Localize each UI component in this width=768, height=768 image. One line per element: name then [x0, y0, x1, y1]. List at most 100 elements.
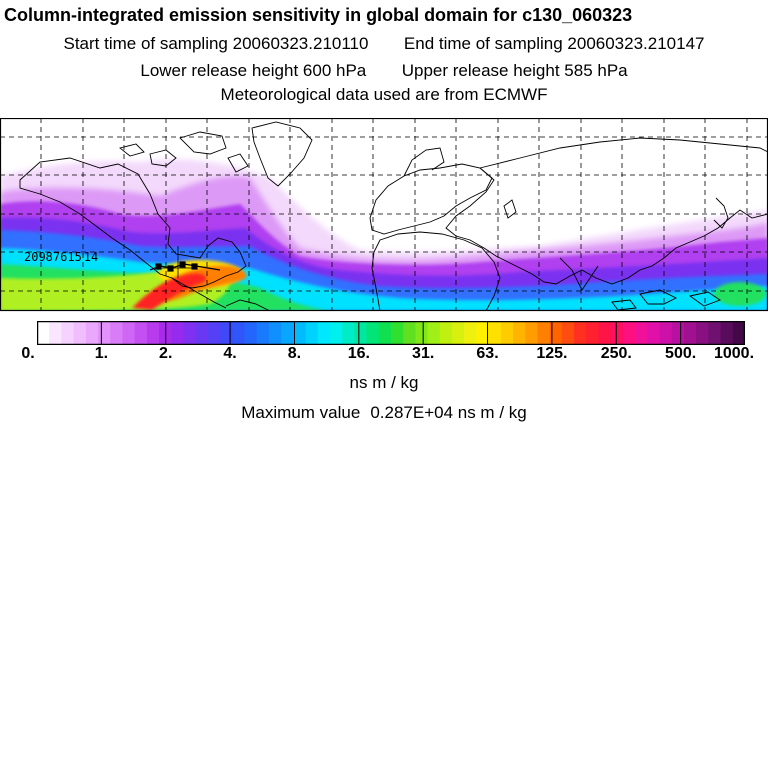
colorbar-cell — [574, 321, 587, 345]
colorbar-tick: 63. — [476, 345, 499, 362]
coast-arctic-islands — [119, 131, 249, 173]
colorbar-cells — [37, 321, 745, 345]
colorbar-cell — [354, 321, 368, 345]
colorbar-cell — [281, 321, 294, 345]
colorbar-cell — [452, 321, 465, 345]
colorbar-cell — [195, 321, 209, 345]
colorbar-cell — [537, 321, 551, 345]
colorbar-cell — [61, 321, 75, 345]
graticule — [0, 118, 768, 311]
colorbar-cell — [85, 321, 99, 345]
colorbar-tick: 0. — [21, 345, 35, 362]
colorbar-cell — [342, 321, 355, 345]
colorbar-units: ns m / kg — [349, 373, 419, 392]
colorbar-cell — [171, 321, 185, 345]
colorbar-cell — [73, 321, 87, 345]
colorbar-cell — [464, 321, 478, 345]
sampling-times: Start time of sampling 20060323.210110 E… — [0, 34, 768, 54]
colorbar-tick: 500. — [665, 345, 697, 362]
plot-title: Column-integrated emission sensitivity i… — [4, 5, 633, 25]
colorbar-cell — [256, 321, 270, 345]
colorbar-cell — [378, 321, 392, 345]
emission-sensitivity-map: 20987615 14 — [0, 118, 768, 312]
colorbar-cell — [500, 321, 514, 345]
colorbar-cell — [720, 321, 734, 345]
colorbar-cell — [268, 321, 282, 345]
lower-height-label: Lower release height — [140, 61, 299, 80]
upper-height-label: Upper release height — [401, 61, 560, 80]
colorbar-tick: 2. — [159, 345, 173, 362]
colorbar-separators — [100, 321, 682, 345]
flight-track-markers — [149, 246, 221, 278]
colorbar-cell — [683, 321, 697, 345]
colorbar-cell — [476, 321, 490, 345]
colorbar-cell — [439, 321, 453, 345]
colorbar-cell — [366, 321, 380, 345]
colorbar-tick: 16. — [347, 345, 370, 362]
colorbar-cell — [586, 321, 600, 345]
colorbar-cell — [317, 321, 331, 345]
colorbar-cell — [659, 321, 673, 345]
start-time-value: 20060323.210110 — [232, 34, 369, 53]
colorbar-cell — [671, 321, 685, 345]
maximum-value-label: Maximum value — [241, 403, 361, 422]
colorbar-cell — [610, 321, 624, 345]
colorbar-tick: 1000. — [713, 345, 755, 362]
colorbar-cell — [232, 321, 246, 345]
colorbar — [37, 321, 745, 345]
plume-green-asia — [714, 282, 766, 306]
colorbar-cell — [403, 321, 417, 345]
colorbar-cell — [146, 321, 160, 345]
colorbar-cell — [207, 321, 221, 345]
colorbar-cell — [183, 321, 197, 345]
colorbar-cell — [622, 321, 636, 345]
colorbar-cell — [293, 321, 307, 345]
colorbar-cell — [696, 321, 709, 345]
colorbar-cell — [49, 321, 63, 345]
release-heights: Lower release height 600 hPa Upper relea… — [0, 61, 768, 81]
colorbar-cell — [98, 321, 111, 345]
met-data-line: Meteorological data used are from ECMWF — [220, 85, 548, 104]
colorbar-cell — [635, 321, 648, 345]
track-label: 20987615 14 — [24, 250, 98, 264]
colorbar-cell — [220, 321, 233, 345]
start-time-label: Start time of sampling — [63, 34, 228, 53]
coast-india — [559, 257, 599, 291]
colorbar-tick: 31. — [412, 345, 435, 362]
colorbar-cell — [244, 321, 258, 345]
colorbar-tick: 1. — [94, 345, 109, 362]
colorbar-tick: 4. — [223, 345, 237, 362]
colorbar-cell — [525, 321, 539, 345]
colorbar-cell — [391, 321, 404, 345]
coast-scandinavia — [403, 147, 445, 177]
colorbar-cell — [427, 321, 441, 345]
coast-japan — [713, 197, 729, 229]
colorbar-cell — [37, 321, 50, 345]
colorbar-tick-labels: 0. 1. 2. 4. 8. 16. 31. 63. 125. 250. 500… — [0, 345, 768, 367]
colorbar-tick: 250. — [600, 345, 632, 362]
colorbar-cell — [549, 321, 563, 345]
maximum-value: Maximum value 0.287E+04 ns m / kg — [0, 403, 768, 423]
colorbar-cell — [708, 321, 722, 345]
end-time-value: 20060323.210147 — [567, 34, 705, 53]
colorbar-cell — [122, 321, 136, 345]
colorbar-tick: 8. — [287, 345, 302, 362]
colorbar-tick: 125. — [536, 345, 568, 362]
colorbar-cell — [305, 321, 319, 345]
maximum-value-number: 0.287E+04 ns m / kg — [370, 403, 527, 422]
colorbar-cell — [561, 321, 575, 345]
lower-height-value: 600 hPa — [302, 61, 367, 80]
colorbar-cell — [110, 321, 124, 345]
coast-north-america — [19, 157, 247, 289]
end-time-label: End time of sampling — [403, 34, 563, 53]
plume-red — [132, 273, 207, 310]
colorbar-cell — [598, 321, 612, 345]
coast-asia — [445, 137, 768, 285]
coast-se-asia-islands — [611, 289, 721, 311]
colorbar-cell — [732, 321, 745, 345]
coast-south-america — [225, 299, 271, 311]
upper-height-value: 585 hPa — [564, 61, 628, 80]
colorbar-cell — [415, 321, 429, 345]
colorbar-cell — [513, 321, 526, 345]
colorbar-cell — [329, 321, 343, 345]
